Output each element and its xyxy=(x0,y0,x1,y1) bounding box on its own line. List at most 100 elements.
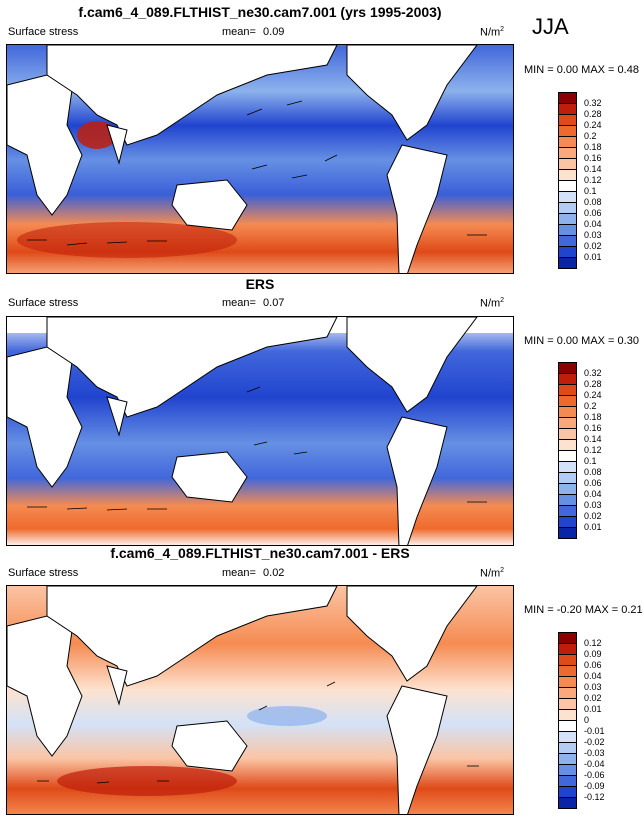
panel-2-variable: Surface stress xyxy=(8,297,79,309)
panel-3-mean-value: 0.02 xyxy=(263,567,285,579)
colorbar-label: 0.1 xyxy=(584,186,597,196)
panel-1-minmax: MIN = 0.00 MAX = 0.48 xyxy=(524,64,639,76)
panel-3-hotspot-southern xyxy=(57,766,237,796)
colorbar-label: -0.04 xyxy=(584,759,605,769)
panel-1-hotspot-southern xyxy=(17,222,237,258)
colorbar-label: 0.12 xyxy=(584,638,602,648)
panel-2-mean-value: 0.07 xyxy=(263,297,285,309)
colorbar-label: 0.12 xyxy=(584,445,602,455)
colorbar-label: 0.2 xyxy=(584,131,597,141)
panel-2-land-eurasia xyxy=(46,317,338,418)
panel-1-land-india xyxy=(106,124,128,165)
panel-3-title: f.cam6_4_089.FLTHIST_ne30.cam7.001 - ERS xyxy=(110,545,410,561)
colorbar-label: -0.06 xyxy=(584,770,605,780)
colorbar-label: 0.02 xyxy=(584,511,602,521)
panel-2-mean: mean= 0.07 xyxy=(222,297,284,309)
panel-3-wind-arrows xyxy=(37,681,479,784)
panel-1-land-samerica xyxy=(386,144,448,273)
panel-2-minmax: MIN = 0.00 MAX = 0.30 xyxy=(524,335,639,347)
panel-1-title: f.cam6_4_089.FLTHIST_ne30.cam7.001 (yrs … xyxy=(78,4,442,20)
panel-2-land-namerica xyxy=(346,317,478,413)
panel-2-units-text: N/m xyxy=(480,297,501,310)
colorbar-label: 0.03 xyxy=(584,682,602,692)
colorbar-label: 0.06 xyxy=(584,208,602,218)
panel-3-minmax: MIN = -0.20 MAX = 0.21 xyxy=(524,604,643,616)
panel-3-units: N/m2 xyxy=(480,567,504,580)
colorbar-label: 0.32 xyxy=(584,98,602,108)
colorbar-label: 0.14 xyxy=(584,164,602,174)
panel-3-land-india xyxy=(106,665,128,706)
colorbar-segment xyxy=(558,257,577,269)
colorbar-label: 0.28 xyxy=(584,109,602,119)
colorbar-label: -0.02 xyxy=(584,737,605,747)
colorbar-label: 0.03 xyxy=(584,500,602,510)
colorbar-label: 0.03 xyxy=(584,230,602,240)
colorbar-label: 0 xyxy=(584,715,590,725)
colorbar-label: 0.01 xyxy=(584,522,602,532)
panel-3-land-australia xyxy=(171,720,248,772)
colorbar-label: 0.06 xyxy=(584,478,602,488)
panel-3-units-sup: 2 xyxy=(500,567,505,574)
colorbar-label: 0.06 xyxy=(584,660,602,670)
colorbar-label: 0.2 xyxy=(584,401,597,411)
panel-3-land-eurasia xyxy=(46,586,338,687)
colorbar-label: 0.02 xyxy=(584,693,602,703)
colorbar-segment xyxy=(558,527,577,539)
colorbar-label: 0.01 xyxy=(584,704,602,714)
colorbar-label: 0.16 xyxy=(584,153,602,163)
panel-3-land-samerica xyxy=(386,685,448,814)
panel-1-land-australia xyxy=(171,179,248,231)
colorbar-label: 0.04 xyxy=(584,489,602,499)
colorbar-label: -0.01 xyxy=(584,726,605,736)
panel-1-hotspot-arabian xyxy=(77,121,117,149)
colorbar-label: 0.1 xyxy=(584,456,597,466)
panel-1-land-eurasia xyxy=(46,45,338,146)
colorbar-label: -0.12 xyxy=(584,792,605,802)
colorbar-label: 0.01 xyxy=(584,252,602,262)
panel-1-mean: mean= 0.09 xyxy=(222,26,284,38)
panel-2-map xyxy=(6,316,514,546)
panel-1-land-namerica xyxy=(346,45,478,141)
season-label: JJA xyxy=(532,14,569,39)
colorbar-label: 0.16 xyxy=(584,423,602,433)
panel-2-wind-arrows xyxy=(27,386,487,511)
colorbar-label: 0.04 xyxy=(584,219,602,229)
panel-2-land-australia xyxy=(171,451,248,503)
panel-2-title: ERS xyxy=(245,276,275,292)
panel-2-land-india xyxy=(106,396,128,437)
colorbar-label: 0.04 xyxy=(584,671,602,681)
colorbar-label: 0.24 xyxy=(584,390,602,400)
colorbar-label: 0.24 xyxy=(584,120,602,130)
panel-3-variable: Surface stress xyxy=(8,567,79,579)
panel-2-units: N/m2 xyxy=(480,297,504,310)
panel-1-variable: Surface stress xyxy=(8,26,79,38)
colorbar-label: 0.09 xyxy=(584,649,602,659)
panel-2-land-samerica xyxy=(386,416,448,545)
colorbar-label: 0.18 xyxy=(584,412,602,422)
colorbar-label: 0.32 xyxy=(584,368,602,378)
colorbar-label: -0.03 xyxy=(584,748,605,758)
panel-2-units-sup: 2 xyxy=(500,297,505,304)
colorbar-label: 0.08 xyxy=(584,467,602,477)
panel-1-mean-label: mean= xyxy=(222,26,256,38)
panel-2-mean-label: mean= xyxy=(222,297,256,309)
panel-3-coldspot-pacific xyxy=(247,706,327,726)
colorbar-label: 0.12 xyxy=(584,175,602,185)
panel-3-map xyxy=(6,585,514,815)
panel-1-units-text: N/m xyxy=(480,26,501,39)
colorbar-label: 0.02 xyxy=(584,241,602,251)
colorbar-segment xyxy=(558,797,577,809)
panel-3-units-text: N/m xyxy=(480,567,501,580)
panel-3-mean-label: mean= xyxy=(222,567,256,579)
panel-1-units-sup: 2 xyxy=(500,26,505,33)
panel-1-wind-arrows xyxy=(27,100,487,246)
panel-1-map xyxy=(6,44,514,274)
panel-3-mean: mean= 0.02 xyxy=(222,567,284,579)
colorbar-label: 0.28 xyxy=(584,379,602,389)
colorbar-label: -0.09 xyxy=(584,781,605,791)
colorbar-label: 0.18 xyxy=(584,142,602,152)
panel-1-units: N/m2 xyxy=(480,26,504,39)
panel-1-mean-value: 0.09 xyxy=(263,26,285,38)
colorbar-label: 0.08 xyxy=(584,197,602,207)
colorbar-label: 0.14 xyxy=(584,434,602,444)
